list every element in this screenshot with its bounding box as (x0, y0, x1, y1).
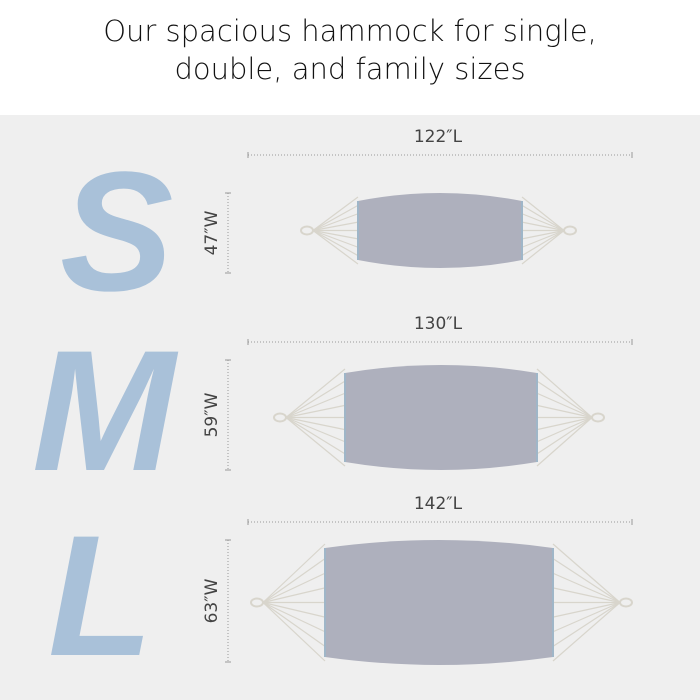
rope (312, 221, 359, 232)
rope (536, 368, 593, 418)
hammock-body (345, 365, 537, 470)
rope (285, 380, 346, 419)
rope (552, 601, 621, 647)
rope (552, 558, 621, 604)
rope (536, 392, 593, 419)
rope (262, 602, 326, 647)
rope (552, 601, 621, 618)
rope (521, 213, 565, 232)
rope (521, 229, 565, 257)
rope (312, 229, 359, 248)
rope (521, 229, 565, 248)
rope (536, 404, 593, 419)
rope (552, 587, 621, 604)
ring (300, 225, 314, 236)
rope (312, 229, 359, 240)
size-letter: L (48, 500, 153, 692)
rope (285, 416, 346, 443)
rope (552, 543, 621, 603)
length-label: 130″L (414, 314, 463, 334)
rope (521, 221, 565, 232)
hammock-body (325, 540, 553, 665)
rope (285, 417, 346, 467)
ring (591, 412, 605, 423)
rope (552, 602, 621, 662)
hammock-body (358, 193, 522, 268)
ring (563, 225, 577, 236)
width-label: 47″W (202, 210, 222, 255)
ring (273, 412, 287, 423)
rope (536, 417, 593, 467)
rope (262, 601, 326, 618)
rope (285, 404, 346, 419)
size-letter: M (32, 315, 179, 507)
rope (285, 416, 346, 431)
rope (536, 416, 593, 455)
rope (312, 229, 359, 257)
rope (262, 558, 326, 603)
rope (262, 587, 326, 604)
rope (521, 230, 565, 265)
rope (521, 196, 565, 231)
ring (619, 597, 633, 608)
title-line: Our spacious hammock for single, (103, 14, 597, 48)
rope (262, 543, 326, 603)
width-label: 63″W (202, 578, 222, 623)
hammock (300, 193, 577, 268)
rope (521, 204, 565, 232)
rope (552, 572, 621, 604)
size-letter: S (60, 137, 173, 327)
rope (262, 602, 326, 662)
rope (285, 392, 346, 419)
rope (536, 416, 593, 431)
rope (536, 416, 593, 443)
rope (521, 229, 565, 240)
rope (262, 601, 326, 633)
rope (312, 196, 359, 231)
rope (285, 416, 346, 455)
ring (250, 597, 264, 608)
rope (312, 230, 359, 265)
length-label: 142″L (414, 494, 463, 514)
rope (285, 368, 346, 418)
title-line: double, and family sizes (174, 52, 525, 86)
rope (312, 213, 359, 232)
hammock (273, 365, 605, 470)
header-bg (0, 0, 700, 115)
length-label: 122″L (414, 127, 463, 147)
width-label: 59″W (202, 392, 222, 437)
rope (312, 204, 359, 232)
rope (536, 380, 593, 419)
rope (262, 572, 326, 604)
rope (552, 601, 621, 633)
hammock (250, 540, 633, 665)
